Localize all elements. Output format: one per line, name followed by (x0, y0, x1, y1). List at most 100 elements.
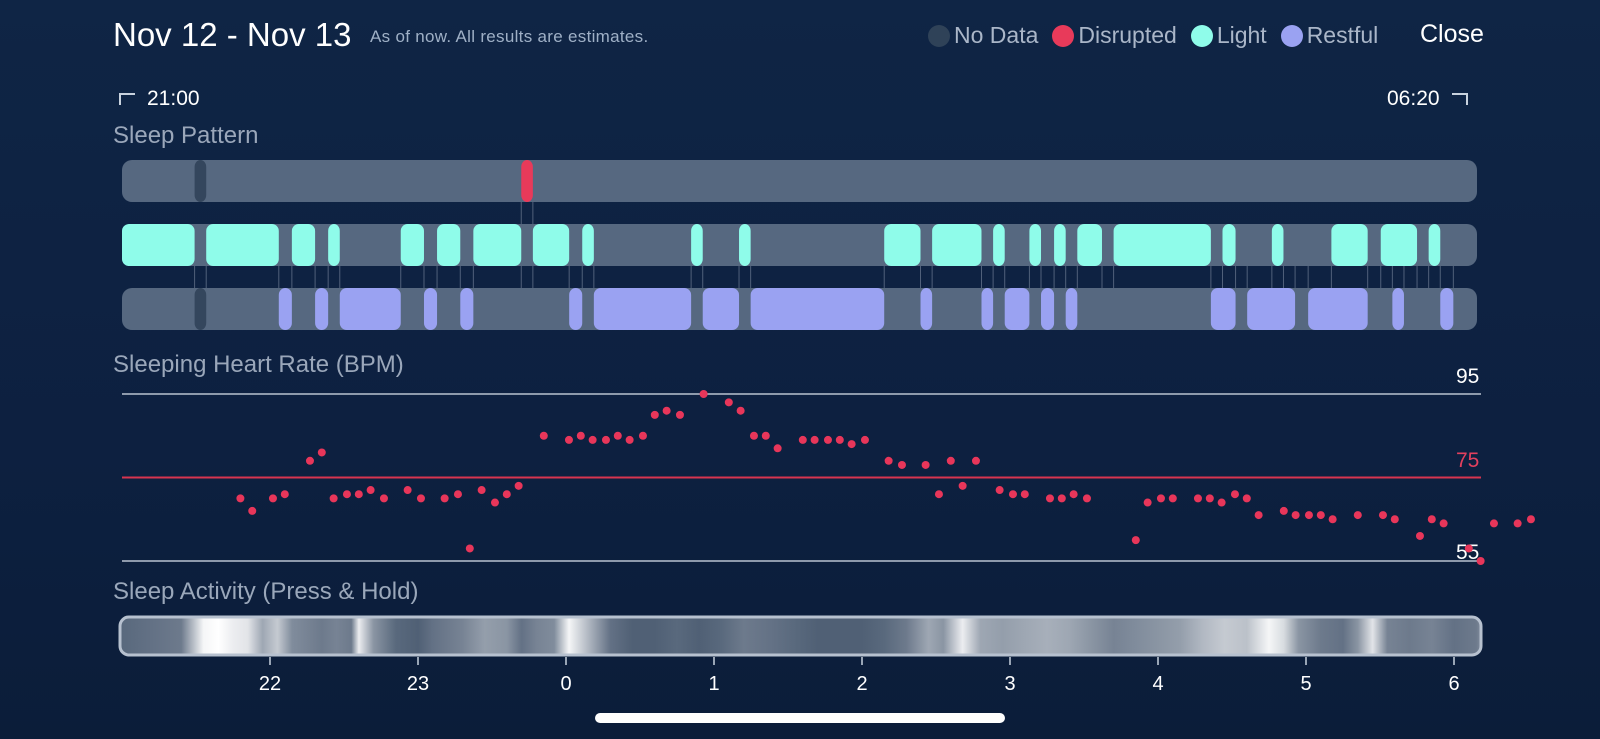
pattern-segment-restful (423, 288, 438, 330)
legend-dot (1280, 24, 1303, 47)
pattern-segment-light (1054, 224, 1066, 266)
pattern-segment-light (932, 224, 982, 266)
range-start-label: 21:00 (147, 87, 200, 110)
pattern-segment-light (437, 224, 461, 266)
hr-point (305, 456, 314, 465)
activity-chart[interactable]: 22 23 0 1 2 3 4 5 6 (118, 615, 1483, 695)
hr-point (847, 440, 856, 449)
pattern-segment-restful (1004, 288, 1030, 330)
pattern-segment-restful (1308, 288, 1368, 330)
hr-point (317, 448, 326, 457)
hr-point (440, 494, 449, 503)
hr-point (248, 506, 257, 515)
pattern-segment-light (1331, 224, 1368, 266)
sleep-pattern-heading: Sleep Pattern (113, 122, 259, 149)
pattern-segment-no-data (194, 160, 207, 202)
hr-point (724, 398, 733, 407)
hr-point (1230, 490, 1239, 499)
legend-light: Light (1190, 22, 1267, 49)
activity-tick-label: 3 (1004, 673, 1015, 695)
hr-point (588, 435, 597, 444)
hr-point (453, 490, 462, 499)
hr-avg-label: 75 (1456, 449, 1480, 472)
heart-rate-chart (122, 390, 1535, 565)
pattern-segment-light (691, 224, 703, 266)
hr-point (1427, 515, 1436, 524)
pattern-segment-no-data (194, 288, 207, 330)
pattern-segment-restful (1440, 288, 1454, 330)
activity-tick-label: 6 (1448, 673, 1459, 695)
close-button[interactable]: Close (1420, 20, 1484, 48)
hr-point (1217, 498, 1226, 507)
hr-point (1254, 511, 1263, 520)
range-start: 21:00 (119, 87, 200, 111)
activity-tick-label: 23 (407, 673, 429, 695)
pattern-segment-restful (460, 288, 474, 330)
pattern-segment-light (206, 224, 279, 266)
hr-point (1291, 511, 1300, 520)
hr-point (1156, 494, 1165, 503)
hr-min-label: 55 (1456, 541, 1480, 564)
hr-point (342, 490, 351, 499)
pattern-segment-light (582, 224, 594, 266)
hr-point (810, 435, 819, 444)
bracket-left-icon (119, 93, 135, 106)
pattern-segment-restful (1210, 288, 1236, 330)
hr-point (1526, 515, 1535, 524)
legend: No Data Disrupted Light Restful (928, 22, 1392, 49)
hr-point (601, 435, 610, 444)
hr-point (280, 490, 289, 499)
hr-point (1304, 511, 1313, 520)
hr-point (1057, 494, 1066, 503)
pattern-segment-restful (278, 288, 292, 330)
bracket-right-icon (1451, 93, 1468, 106)
legend-dot (1052, 24, 1075, 47)
hr-point (539, 431, 548, 440)
page-title: Nov 12 - Nov 13 (113, 16, 352, 53)
hr-point (1168, 494, 1177, 503)
hr-point (699, 390, 708, 398)
hr-point (884, 456, 893, 465)
pattern-segment-light (884, 224, 921, 266)
activity-tick-label: 0 (560, 673, 571, 695)
pattern-segment-restful (1041, 288, 1055, 330)
hr-point (514, 481, 523, 490)
hr-point (921, 460, 930, 469)
hr-point (860, 435, 869, 444)
hr-point (971, 456, 980, 465)
pattern-segment-restful (920, 288, 933, 330)
hr-point (613, 431, 622, 440)
hr-point (268, 494, 277, 503)
hr-point (761, 431, 770, 440)
legend-disrupted: Disrupted (1052, 22, 1177, 49)
pattern-segment-restful (569, 288, 583, 330)
hr-point (576, 431, 585, 440)
hr-point (1316, 511, 1325, 520)
activity-tick-label: 1 (708, 673, 719, 695)
hr-point (1020, 490, 1029, 499)
hr-point (403, 486, 412, 495)
home-indicator[interactable] (595, 713, 1005, 723)
pattern-segment-light (1222, 224, 1236, 266)
hr-point (236, 494, 245, 503)
hr-point (502, 490, 511, 499)
pattern-segment-restful (1392, 288, 1404, 330)
pattern-segment-restful (702, 288, 740, 330)
hr-point (749, 431, 758, 440)
hr-point (650, 410, 659, 419)
hr-point (1439, 519, 1448, 528)
pattern-segment-restful (593, 288, 692, 330)
hr-point (625, 435, 634, 444)
pattern-segment-light (1113, 224, 1211, 266)
pattern-segment-light (122, 224, 195, 266)
pattern-segment-restful (315, 288, 329, 330)
pattern-track-disrupted (122, 160, 1477, 202)
pattern-segment-light (1077, 224, 1102, 266)
pattern-segment-restful (339, 288, 401, 330)
hr-point (1069, 490, 1078, 499)
hr-point (1082, 494, 1091, 503)
hr-point (1513, 519, 1522, 528)
hr-point (1489, 519, 1498, 528)
activity-tick-label: 5 (1300, 673, 1311, 695)
